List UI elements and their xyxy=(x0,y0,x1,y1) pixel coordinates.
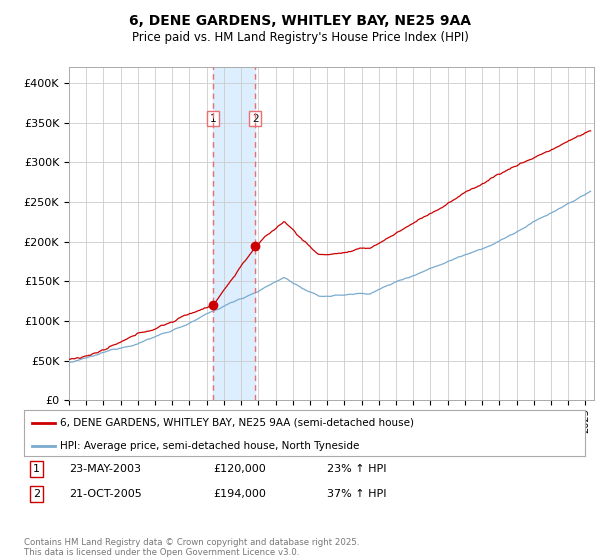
Text: 6, DENE GARDENS, WHITLEY BAY, NE25 9AA (semi-detached house): 6, DENE GARDENS, WHITLEY BAY, NE25 9AA (… xyxy=(61,418,415,428)
Text: 23-MAY-2003: 23-MAY-2003 xyxy=(69,464,141,474)
Text: 2: 2 xyxy=(252,114,259,124)
Text: 21-OCT-2005: 21-OCT-2005 xyxy=(69,489,142,499)
Text: Price paid vs. HM Land Registry's House Price Index (HPI): Price paid vs. HM Land Registry's House … xyxy=(131,31,469,44)
Text: 6, DENE GARDENS, WHITLEY BAY, NE25 9AA: 6, DENE GARDENS, WHITLEY BAY, NE25 9AA xyxy=(129,14,471,28)
Text: £120,000: £120,000 xyxy=(213,464,266,474)
Text: 37% ↑ HPI: 37% ↑ HPI xyxy=(327,489,386,499)
Text: 2: 2 xyxy=(33,489,40,499)
Text: 23% ↑ HPI: 23% ↑ HPI xyxy=(327,464,386,474)
Text: 1: 1 xyxy=(210,114,217,124)
Text: 1: 1 xyxy=(33,464,40,474)
Text: £194,000: £194,000 xyxy=(213,489,266,499)
Text: HPI: Average price, semi-detached house, North Tyneside: HPI: Average price, semi-detached house,… xyxy=(61,441,360,451)
Text: Contains HM Land Registry data © Crown copyright and database right 2025.
This d: Contains HM Land Registry data © Crown c… xyxy=(24,538,359,557)
Bar xyxy=(213,67,255,400)
